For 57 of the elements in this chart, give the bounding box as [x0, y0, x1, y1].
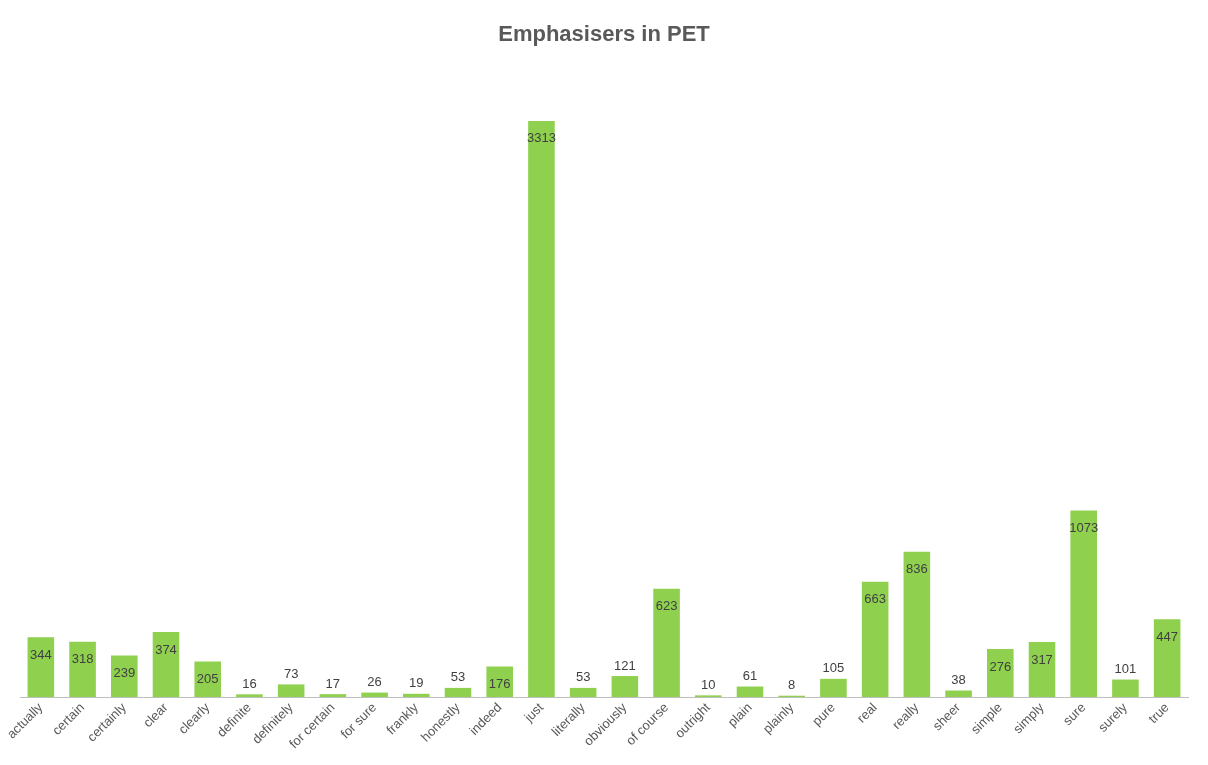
bar	[653, 588, 680, 698]
data-label: 53	[450, 669, 466, 685]
x-tick-label: just	[520, 699, 547, 726]
bar	[152, 632, 180, 698]
data-label: 105	[822, 660, 845, 676]
x-tick-label: sure	[1059, 699, 1089, 729]
bar	[236, 694, 263, 698]
bar	[861, 581, 889, 698]
data-label: 623	[655, 598, 678, 614]
x-tick-label: real	[853, 699, 880, 726]
data-label: 318	[71, 651, 94, 667]
data-label: 19	[409, 675, 424, 691]
data-label: 663	[864, 591, 886, 607]
bar	[1028, 641, 1056, 698]
x-tick-label: for sure	[337, 699, 380, 742]
data-label: 121	[614, 657, 636, 673]
data-label: 205	[196, 671, 219, 687]
data-label: 176	[488, 676, 511, 692]
data-label: 73	[283, 665, 299, 681]
data-label: 53	[575, 669, 591, 685]
data-label: 8	[788, 677, 796, 693]
data-label: 276	[989, 658, 1012, 674]
data-label: 239	[113, 665, 136, 681]
bar	[194, 661, 222, 698]
bar	[820, 678, 847, 698]
bar	[736, 686, 764, 698]
chart-title: Emphasisers in PET	[498, 21, 711, 47]
bar	[528, 120, 555, 698]
bar	[903, 551, 931, 698]
bar	[277, 684, 305, 698]
bar	[1112, 679, 1139, 698]
data-label: 344	[30, 646, 52, 662]
bar	[361, 692, 388, 698]
bar	[402, 693, 430, 698]
data-label: 17	[325, 675, 341, 691]
bar	[319, 694, 347, 698]
data-label: 836	[906, 561, 928, 577]
bar	[27, 637, 55, 698]
bar	[69, 641, 96, 698]
bar	[486, 666, 514, 698]
bar	[569, 687, 597, 698]
bar	[611, 676, 639, 698]
data-label: 10	[701, 676, 716, 692]
data-label: 101	[1114, 661, 1137, 677]
data-label: 38	[951, 672, 966, 688]
data-label: 16	[242, 675, 257, 691]
data-label: 317	[1031, 651, 1053, 667]
bar	[1070, 510, 1098, 698]
bar	[945, 690, 972, 698]
data-label: 61	[742, 668, 758, 684]
bar	[1153, 619, 1181, 698]
data-label: 374	[155, 641, 177, 657]
bar	[444, 687, 472, 698]
data-label: 26	[367, 674, 382, 690]
x-tick-label: true	[1145, 699, 1172, 727]
bar	[986, 649, 1014, 698]
data-label: 447	[1156, 628, 1178, 644]
